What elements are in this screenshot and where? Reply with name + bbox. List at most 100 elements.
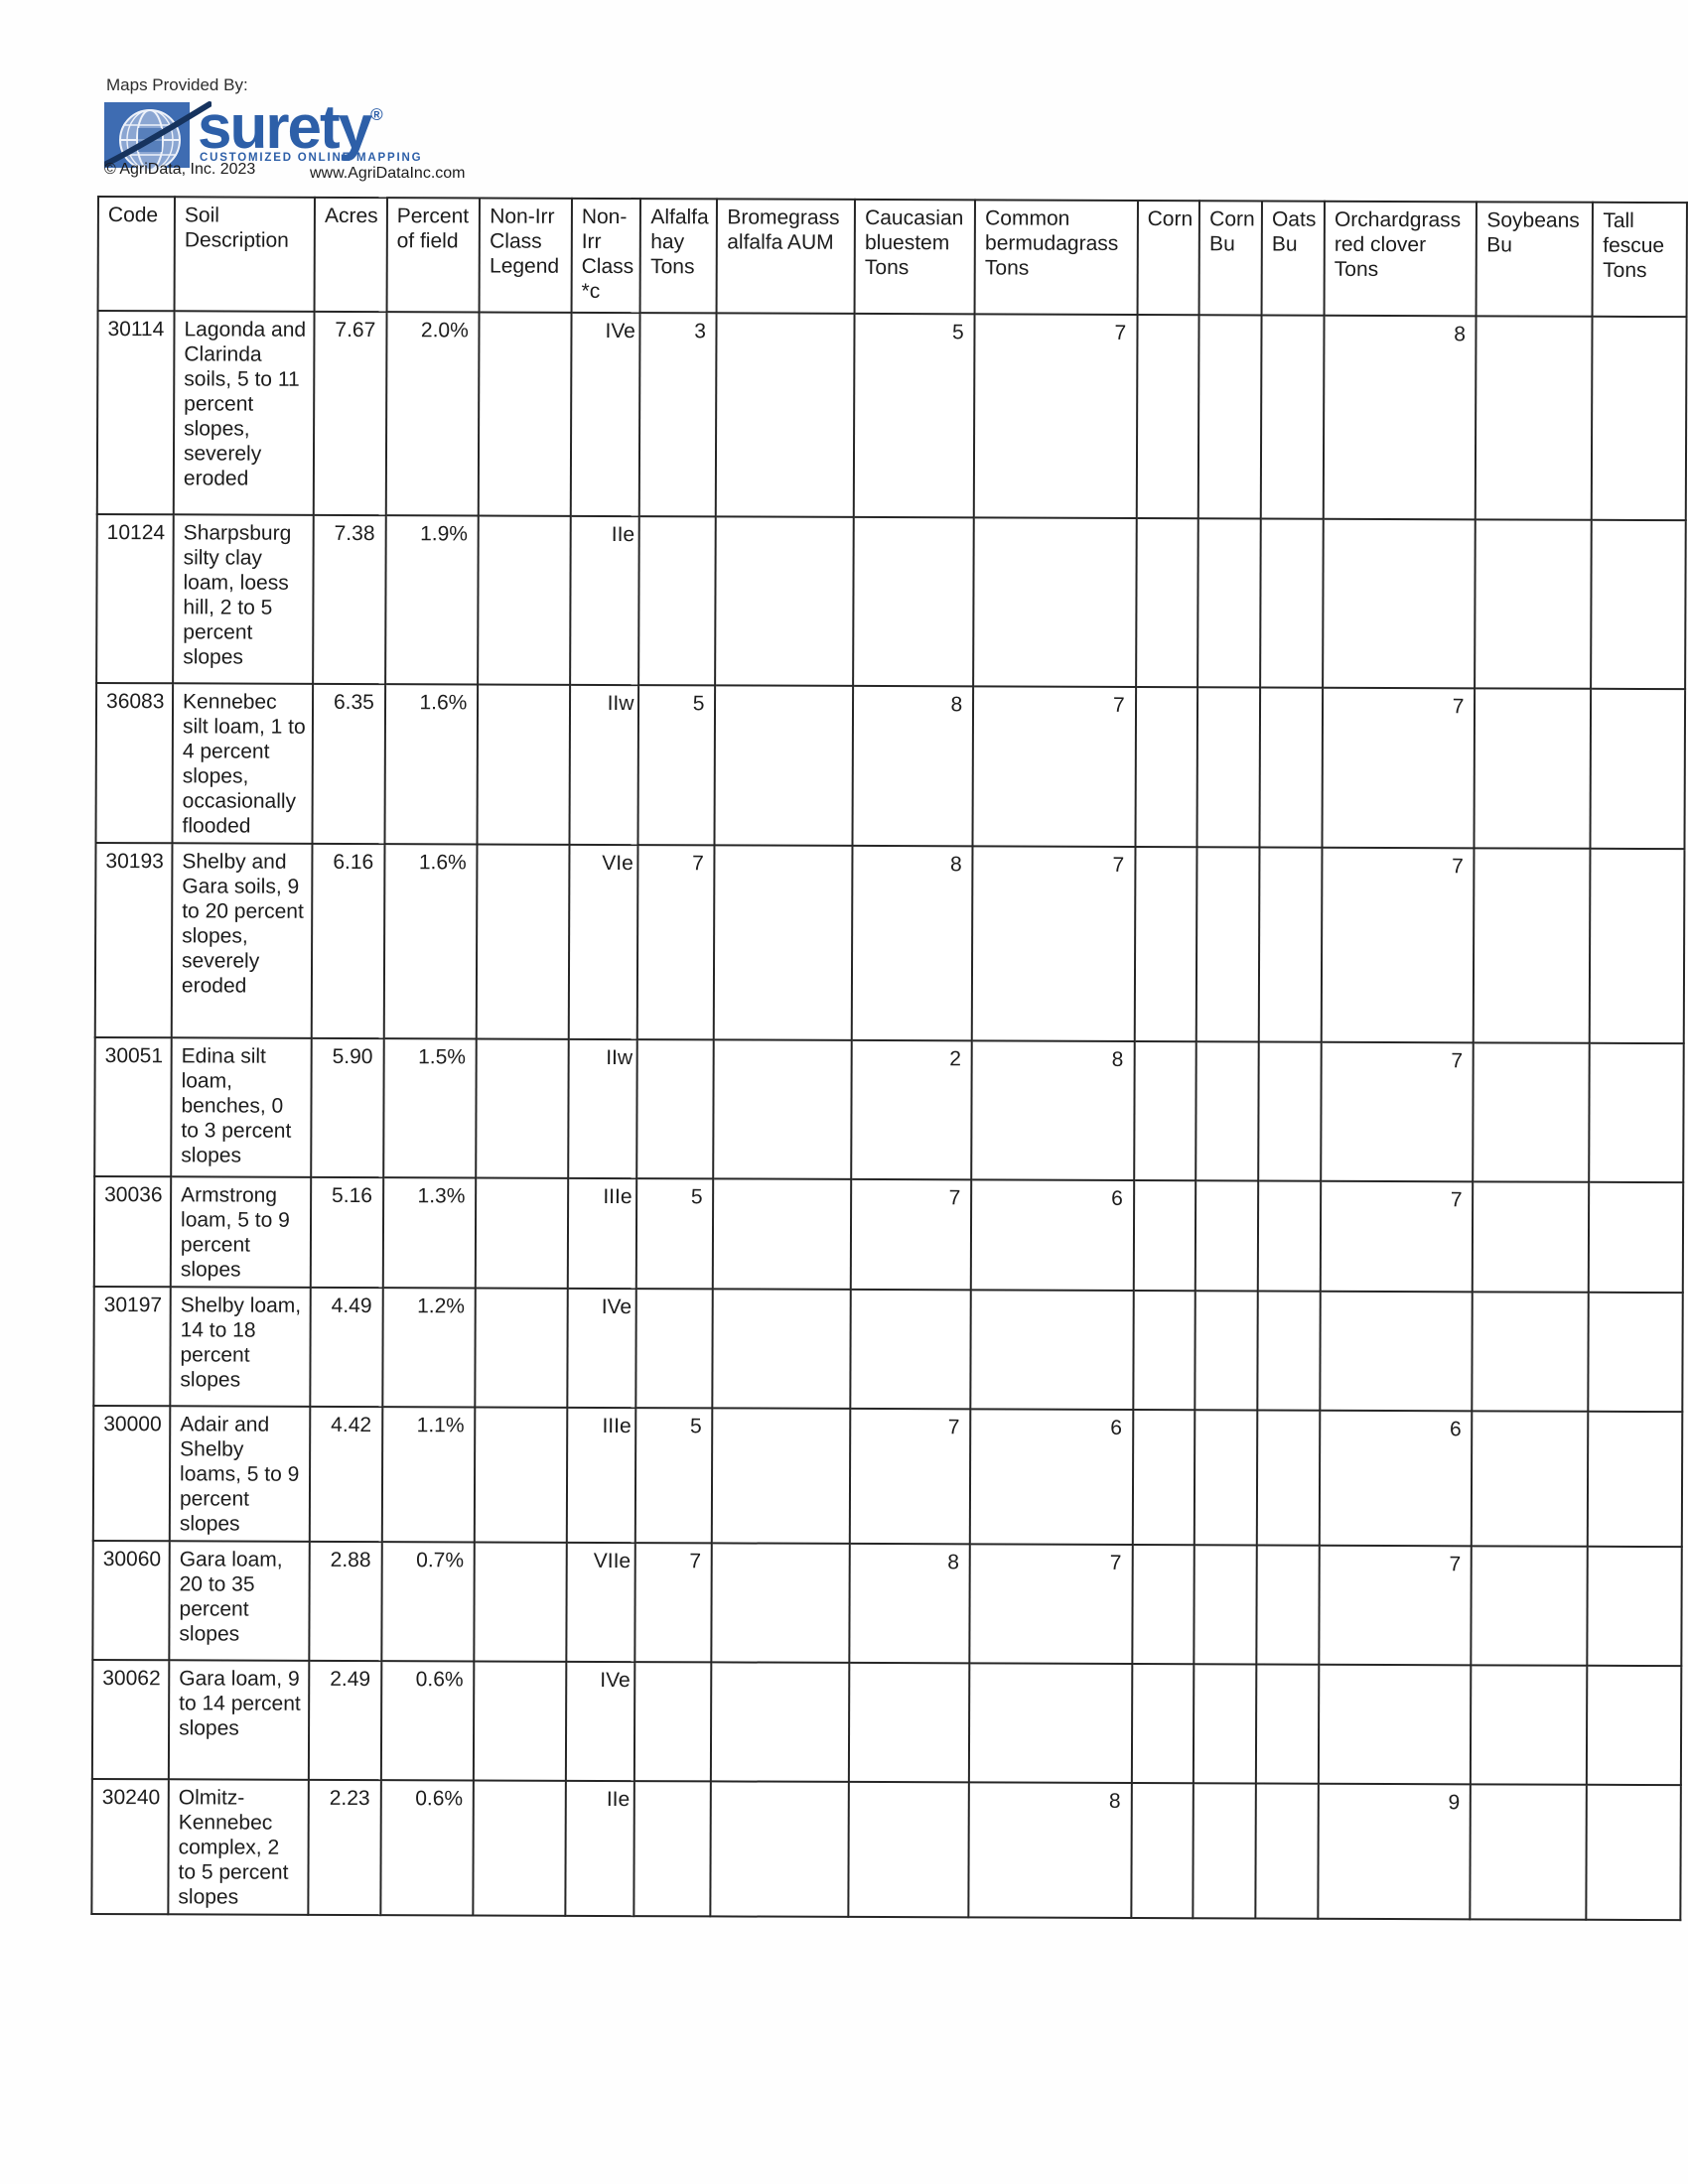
- cell-corn_bu: [1193, 1783, 1256, 1919]
- cell-caucasian: 2: [851, 1039, 972, 1180]
- cell-corn_bu: [1198, 315, 1262, 519]
- cell-orchard: 8: [1323, 315, 1477, 520]
- cell-brome: [714, 685, 854, 846]
- cell-alfalfa: [638, 516, 717, 686]
- cell-fescue: [1589, 1181, 1684, 1294]
- cell-bermuda: 8: [968, 1782, 1132, 1919]
- cell-alfalfa: [634, 1662, 712, 1782]
- cell-orchard: 7: [1321, 847, 1475, 1043]
- cell-acres: 6.16: [311, 843, 385, 1039]
- cell-legend: [475, 1288, 568, 1408]
- cell-legend: [474, 1542, 567, 1662]
- cell-soybeans: [1472, 1411, 1589, 1547]
- cell-legend: [478, 515, 571, 685]
- globe-icon: [104, 101, 211, 171]
- cell-oats_bu: [1257, 1180, 1322, 1292]
- cell-legend: [474, 1661, 567, 1781]
- cell-orchard: [1320, 1291, 1474, 1412]
- cell-orchard: 7: [1319, 1545, 1473, 1666]
- cell-oats_bu: [1256, 1410, 1321, 1546]
- col-header-legend: Non-Irr Class Legend: [479, 198, 572, 313]
- cell-corn_bu: [1196, 847, 1260, 1042]
- surety-wordmark: surety: [198, 93, 372, 162]
- cell-orchard: 6: [1319, 1410, 1473, 1547]
- cell-brome: [716, 313, 855, 517]
- cell-caucasian: 7: [850, 1178, 972, 1291]
- header-row: Code Soil Description Acres Percent of fiel…: [97, 197, 1687, 318]
- cell-fescue: [1591, 519, 1686, 690]
- cell-corn: [1133, 1180, 1196, 1292]
- cell-fescue: [1586, 1784, 1681, 1921]
- cell-orchard: [1318, 1664, 1472, 1785]
- cell-class: IIe: [570, 515, 640, 686]
- table-row-36083: 36083 Kennebec silt loam, 1 to 4 percent …: [95, 683, 1686, 850]
- cell-alfalfa: 3: [639, 313, 717, 517]
- cell-bermuda: 7: [973, 314, 1138, 519]
- cell-description: Sharpsburg silty clay loam, loess hill, …: [173, 514, 314, 684]
- cell-description: Shelby and Gara soils, 9 to 20 percent s…: [171, 843, 313, 1038]
- cell-corn: [1135, 687, 1198, 848]
- cell-orchard: [1323, 518, 1477, 689]
- cell-bermuda: [973, 517, 1137, 688]
- cell-percent: 2.0%: [385, 312, 480, 516]
- cell-description: Lagonda and Clarinda soils, 5 to 11 perc…: [173, 311, 315, 515]
- cell-soybeans: [1476, 316, 1593, 520]
- cell-corn_bu: [1196, 1041, 1259, 1181]
- cell-description: Olmitz-Kennebec complex, 2 to 5 percent …: [168, 1779, 309, 1915]
- copyright-text: © AgriData, Inc. 2023: [104, 161, 256, 178]
- cell-description: Adair and Shelby loams, 5 to 9 percent s…: [169, 1406, 311, 1542]
- cell-caucasian: 8: [851, 845, 973, 1041]
- cell-corn: [1131, 1664, 1195, 1784]
- table-row-30000: 30000 Adair and Shelby loams, 5 to 9 perc…: [92, 1405, 1683, 1548]
- cell-class: IIw: [568, 1038, 638, 1179]
- cell-corn: [1134, 847, 1197, 1042]
- cell-caucasian: 8: [852, 685, 974, 847]
- cell-corn_bu: [1195, 1410, 1258, 1546]
- cell-percent: 1.2%: [382, 1288, 477, 1408]
- cell-class: VIIe: [566, 1542, 636, 1663]
- col-header-caucasian: Caucasian bluestem Tons: [854, 199, 976, 315]
- cell-corn: [1135, 518, 1199, 688]
- cell-percent: 1.1%: [381, 1407, 476, 1543]
- col-header-acres: Acres: [314, 197, 387, 313]
- cell-percent: 1.5%: [383, 1038, 478, 1178]
- surety-logo: surety® CUSTOMIZED ONLINE MAPPING: [104, 97, 521, 176]
- cell-corn_bu: [1195, 1291, 1258, 1411]
- col-header-percent: Percent of field: [386, 198, 481, 313]
- table-row-30036: 30036 Armstrong loam, 5 to 9 percent slop…: [93, 1175, 1684, 1294]
- cell-soybeans: [1475, 519, 1593, 689]
- cell-description: Kennebec silt loam, 1 to 4 percent slope…: [172, 683, 314, 844]
- cell-acres: 6.35: [312, 683, 385, 845]
- soil-productivity-table: Code Soil Description Acres Percent of fiel…: [90, 196, 1688, 1921]
- cell-fescue: [1587, 1546, 1682, 1667]
- cell-class: IVe: [570, 312, 640, 517]
- cell-bermuda: [970, 1290, 1134, 1411]
- cell-alfalfa: 7: [637, 845, 715, 1040]
- col-header-class: Non-Irr Class *c: [571, 198, 641, 314]
- col-header-fescue: Tall fescue Tons: [1592, 202, 1687, 318]
- col-header-bermuda: Common bermudagrass Tons: [974, 200, 1138, 316]
- cell-soybeans: [1471, 1665, 1588, 1785]
- cell-code: 30051: [94, 1036, 172, 1177]
- cell-legend: [476, 1038, 569, 1178]
- cell-percent: 1.6%: [384, 684, 479, 845]
- cell-fescue: [1590, 848, 1685, 1044]
- cell-code: 30197: [93, 1286, 171, 1407]
- cell-description: Armstrong loam, 5 to 9 percent slopes: [170, 1176, 312, 1288]
- col-header-corn: Corn: [1137, 201, 1200, 316]
- cell-brome: [714, 845, 853, 1040]
- cell-fescue: [1588, 1411, 1683, 1548]
- cell-fescue: [1589, 1042, 1684, 1183]
- cell-code: 10124: [96, 514, 174, 684]
- cell-class: IIw: [569, 684, 639, 846]
- cell-orchard: 7: [1322, 687, 1476, 849]
- cell-code: 30062: [91, 1659, 170, 1780]
- attribution-line: © AgriData, Inc. 2023 www.AgriDataInc.co…: [104, 161, 561, 182]
- cell-oats_bu: [1255, 1664, 1320, 1784]
- cell-caucasian: 8: [849, 1543, 971, 1664]
- cell-percent: 1.6%: [383, 844, 478, 1039]
- table-row-30051: 30051 Edina silt loam, benches, 0 to 3 pe…: [94, 1036, 1684, 1183]
- cell-brome: [711, 1543, 850, 1663]
- cell-brome: [712, 1289, 851, 1409]
